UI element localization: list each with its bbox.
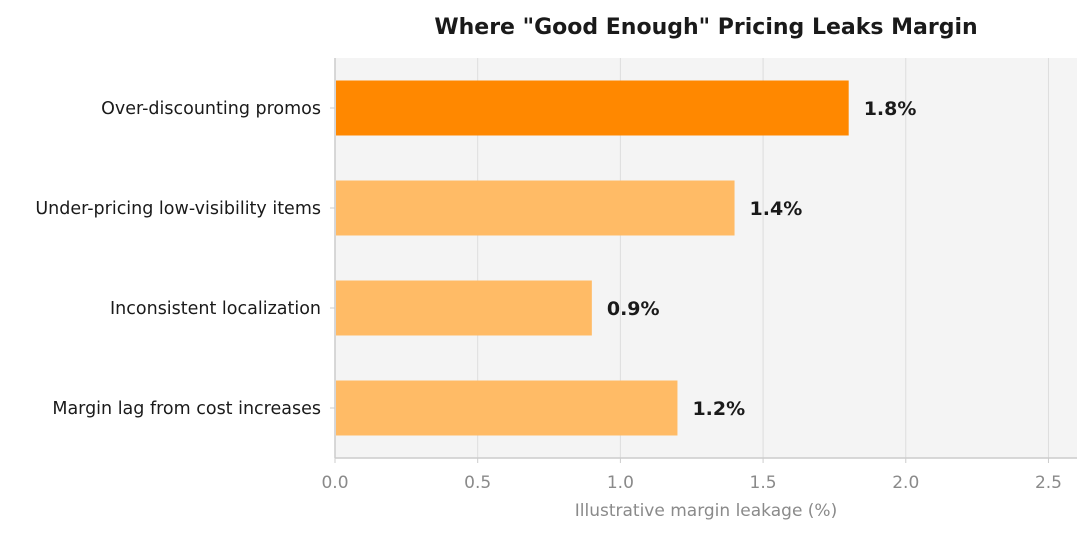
x-tick-label: 2.0: [892, 473, 919, 493]
x-tick-label: 0.0: [321, 473, 348, 493]
bars: [336, 80, 849, 436]
bar: [336, 80, 849, 136]
labels: 0.0 0.5 1.0 1.5 2.0 2.5 Over-discounting promo…: [35, 98, 1062, 493]
data-label: 1.8%: [864, 98, 917, 120]
x-tick-label: 1.5: [750, 473, 777, 493]
category-label: Over-discounting promos: [101, 99, 321, 119]
axes: [330, 58, 1077, 463]
bar: [336, 380, 678, 436]
x-tick-label: 1.0: [607, 473, 634, 493]
data-label: 0.9%: [607, 298, 660, 320]
data-label: 1.2%: [692, 398, 745, 420]
x-axis-title: Illustrative margin leakage (%): [575, 501, 837, 521]
bar: [336, 280, 592, 336]
category-label: Margin lag from cost increases: [52, 399, 321, 419]
category-label: Under-pricing low-visibility items: [35, 199, 321, 219]
category-label: Inconsistent localization: [110, 299, 321, 319]
x-tick-label: 0.5: [464, 473, 491, 493]
bar: [336, 180, 735, 236]
data-label: 1.4%: [750, 198, 803, 220]
x-tick-label: 2.5: [1035, 473, 1062, 493]
chart-title: Where "Good Enough" Pricing Leaks Margin: [434, 15, 977, 40]
